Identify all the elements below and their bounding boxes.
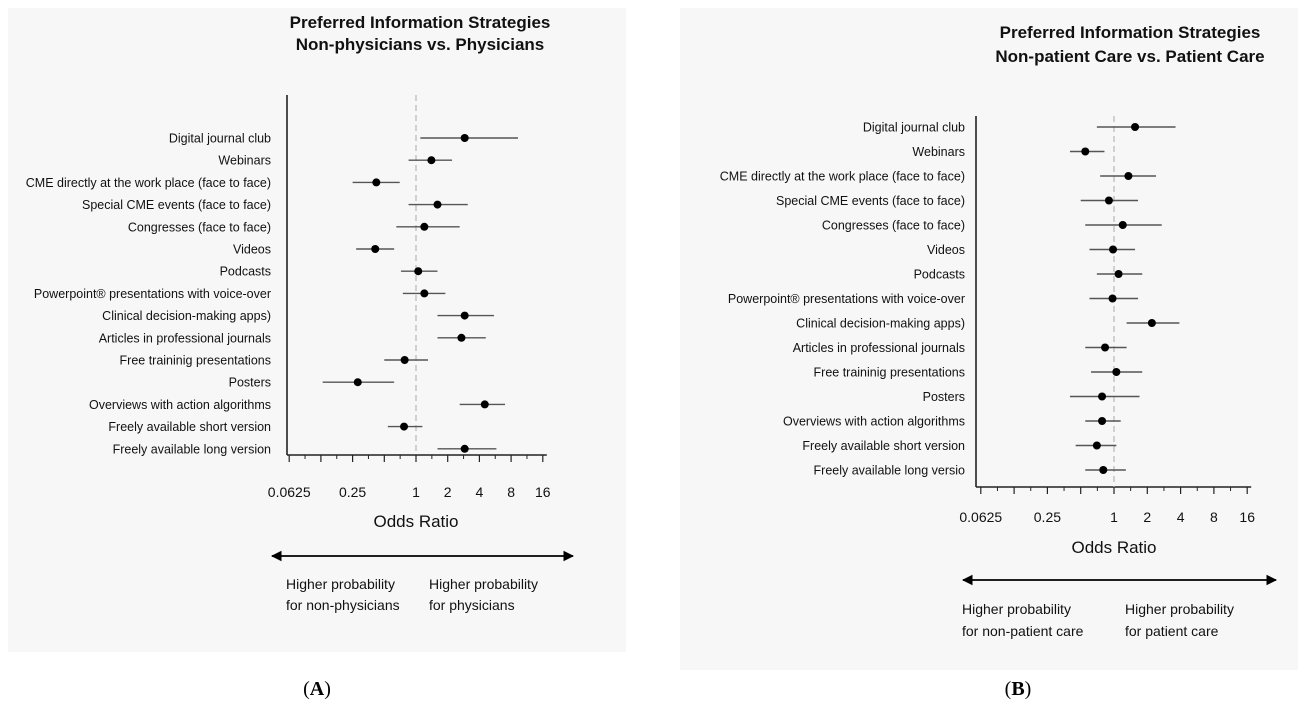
category-label-a: Clinical decision-making apps) <box>102 309 271 323</box>
category-label-a: Articles in professional journals <box>99 331 271 345</box>
point-estimate-a <box>372 178 381 187</box>
category-label-b: Freely available long versio <box>814 464 966 478</box>
category-label-b: Free traininig presentations <box>814 366 965 380</box>
category-label-a: CME directly at the work place (face to … <box>26 176 271 190</box>
x-tick-label-a: 0.25 <box>339 484 366 500</box>
point-estimate-b <box>1147 319 1156 327</box>
category-label-a: Special CME events (face to face) <box>82 198 271 212</box>
category-label-b: CME directly at the work place (face to … <box>720 170 965 184</box>
point-estimate-b <box>1098 392 1107 401</box>
point-estimate-b <box>1101 343 1110 352</box>
direction-note-left-b: for non-patient care <box>962 623 1084 639</box>
point-estimate-a <box>460 311 469 320</box>
chart-title-a: Preferred Information Strategies <box>290 13 551 32</box>
x-tick-label-b: 0.0625 <box>959 509 1002 525</box>
category-label-b: Freely available short version <box>802 439 965 453</box>
point-estimate-b <box>1118 221 1127 229</box>
forest-plot-a: Preferred Information Strategies Non-phys… <box>26 13 575 700</box>
point-estimate-a <box>414 267 423 276</box>
point-estimate-a <box>457 333 466 342</box>
category-label-b: Overviews with action algorithms <box>783 415 965 429</box>
point-estimate-a <box>353 378 362 387</box>
category-label-a: Powerpoint® presentations with voice-ove… <box>34 287 271 301</box>
point-estimate-b <box>1104 196 1113 205</box>
x-tick-label-a: 4 <box>476 484 484 500</box>
point-estimate-b <box>1092 441 1101 450</box>
x-axis-label-b: Odds Ratio <box>1071 538 1156 557</box>
point-estimate-b <box>1109 245 1118 254</box>
category-label-a: Congresses (face to face) <box>128 220 271 234</box>
x-tick-label-b: 16 <box>1239 509 1255 525</box>
point-estimate-b <box>1108 294 1117 303</box>
x-tick-label-b: 8 <box>1210 509 1218 525</box>
point-estimate-b <box>1114 270 1123 278</box>
x-tick-label-a: 8 <box>507 484 515 500</box>
category-label-a: Freely available short version <box>108 420 271 434</box>
point-estimate-a <box>427 156 436 165</box>
category-label-b: Webinars <box>912 145 965 159</box>
category-label-b: Articles in professional journals <box>793 341 965 355</box>
x-tick-label-a: 2 <box>444 484 452 500</box>
category-label-a: Webinars <box>218 154 271 168</box>
panel-b-background <box>680 8 1298 670</box>
x-axis-label-a: Odds Ratio <box>373 512 458 531</box>
point-estimate-b <box>1131 123 1140 131</box>
category-label-a: Videos <box>233 243 271 257</box>
x-tick-label-a: 0.0625 <box>268 484 311 500</box>
point-estimate-a <box>371 245 380 253</box>
x-tick-label-b: 1 <box>1110 509 1118 525</box>
panel-label-b: (B) <box>1005 678 1032 700</box>
direction-note-right-a: Higher probability <box>429 576 538 592</box>
chart-subtitle-b: Non-patient Care vs. Patient Care <box>995 47 1264 66</box>
category-label-a: Posters <box>229 376 271 390</box>
direction-note-left-a: Higher probability <box>286 576 395 592</box>
point-estimate-b <box>1124 172 1133 180</box>
category-label-a: Overviews with action algorithms <box>89 398 271 412</box>
x-tick-label-b: 2 <box>1143 509 1151 525</box>
panel-a-background <box>8 8 626 652</box>
point-estimate-b <box>1081 147 1090 156</box>
point-estimate-a <box>480 400 489 409</box>
panel-label-a: (A) <box>303 678 331 700</box>
category-label-b: Congresses (face to face) <box>822 219 965 233</box>
direction-note-right-a: for physicians <box>429 597 515 613</box>
chart-title-b: Preferred Information Strategies <box>1000 23 1261 42</box>
point-estimate-a <box>420 289 429 298</box>
direction-note-right-b: for patient care <box>1125 623 1219 639</box>
point-estimate-b <box>1098 417 1107 425</box>
x-tick-label-b: 0.25 <box>1034 509 1061 525</box>
category-label-a: Free traininig presentations <box>120 354 271 368</box>
direction-note-right-b: Higher probability <box>1125 601 1234 617</box>
direction-note-left-b: Higher probability <box>962 601 1071 617</box>
category-label-a: Digital journal club <box>169 132 271 146</box>
chart-subtitle-a: Non-physicians vs. Physicians <box>296 35 544 54</box>
category-label-a: Podcasts <box>220 265 271 279</box>
x-tick-label-a: 1 <box>412 484 420 500</box>
x-tick-label-a: 16 <box>535 484 551 500</box>
point-estimate-b <box>1099 466 1108 474</box>
point-estimate-a <box>433 200 442 209</box>
category-label-b: Videos <box>927 243 965 257</box>
category-label-b: Special CME events (face to face) <box>776 194 965 208</box>
point-estimate-b <box>1112 368 1121 376</box>
point-estimate-a <box>400 422 409 431</box>
x-tick-label-b: 4 <box>1177 509 1185 525</box>
point-estimate-a <box>460 134 469 142</box>
category-label-b: Clinical decision-making apps) <box>796 317 965 331</box>
category-label-b: Posters <box>923 390 965 404</box>
point-estimate-a <box>400 356 409 364</box>
category-label-b: Powerpoint® presentations with voice-ove… <box>728 292 965 306</box>
category-label-a: Freely available long version <box>113 442 271 456</box>
forest-plot-b: Preferred Information Strategies Non-pati… <box>720 23 1278 700</box>
direction-note-left-a: for non-physicians <box>286 597 400 613</box>
category-label-b: Podcasts <box>914 268 965 282</box>
point-estimate-a <box>420 222 429 231</box>
category-label-b: Digital journal club <box>863 121 965 135</box>
point-estimate-a <box>460 444 469 453</box>
